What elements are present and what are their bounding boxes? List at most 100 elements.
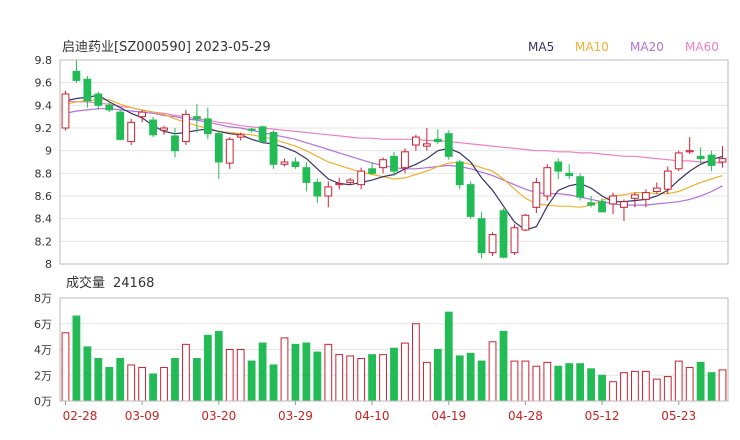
candle-03-27 — [269, 130, 278, 169]
volume-bar-04-20 — [455, 355, 464, 402]
candle-03-13 — [160, 125, 168, 135]
candle-02-28 — [61, 90, 70, 131]
candle-body — [280, 161, 289, 165]
volume-bar-05-18 — [641, 370, 650, 402]
candle-05-24 — [685, 137, 694, 155]
volume-bar-03-20 — [214, 330, 223, 402]
candle-body — [236, 134, 245, 138]
candle-05-15 — [609, 192, 617, 215]
volume-bar-03-13 — [160, 367, 168, 402]
candle-body — [127, 121, 136, 143]
candle-04-26 — [499, 208, 508, 259]
volume-bar-05-09 — [565, 363, 574, 402]
ma60-line — [65, 100, 723, 164]
candle-body — [466, 184, 475, 217]
candle-body — [499, 210, 508, 258]
price-y-axis: 9.8 9.6 9.4 9.2 9 8.8 8.6 8.4 8.2 8 — [35, 54, 53, 271]
volume-bar-05-19 — [652, 378, 661, 402]
candle-03-14 — [171, 128, 179, 158]
price-tick-label: 9.6 — [35, 77, 53, 90]
candle-body — [302, 167, 311, 183]
volume-bar-03-29 — [291, 343, 300, 402]
candle-05-26 — [707, 150, 716, 172]
volume-bar-03-15 — [182, 343, 190, 402]
candle-04-27 — [510, 224, 519, 255]
volume-bar-03-02 — [83, 346, 92, 402]
candle-body — [587, 202, 596, 206]
volume-bar-05-29 — [718, 369, 727, 402]
volume-tick-label: 6万 — [34, 318, 52, 331]
candle-03-17 — [203, 107, 212, 140]
legend-ma20: MA20 — [630, 40, 664, 54]
candle-04-28 — [521, 214, 530, 232]
volume-bar-03-23 — [247, 360, 256, 402]
volume-bar-05-23 — [674, 360, 683, 402]
volume-bar-04-28 — [521, 360, 530, 402]
volume-bar-03-16 — [192, 358, 201, 402]
candle-body — [192, 116, 201, 120]
candle-03-09 — [138, 109, 147, 123]
volume-y-axis: 8万 6万 4万 2万 0万 — [34, 292, 52, 408]
volume-tick-label: 8万 — [34, 292, 52, 305]
candle-05-29 — [718, 146, 727, 168]
candle-03-22 — [236, 132, 245, 141]
candle-03-23 — [247, 128, 256, 133]
candle-03-07 — [116, 109, 125, 141]
volume-bar-05-17 — [631, 370, 639, 402]
candle-body — [707, 154, 716, 166]
candle-body — [433, 138, 442, 143]
candle-05-18 — [641, 189, 650, 208]
volume-bar-04-11 — [379, 354, 387, 402]
legend: MA5 MA10 MA20 MA60 — [528, 40, 719, 54]
volume-bar-05-12 — [598, 374, 606, 402]
candle-body — [269, 132, 278, 165]
volume-bar-04-07 — [357, 358, 366, 402]
x-tick-label: 03-29 — [278, 409, 313, 423]
candle-05-11 — [587, 196, 596, 208]
candle-body — [488, 234, 497, 254]
candle-body — [138, 111, 147, 118]
volume-bar-05-10 — [576, 363, 585, 402]
volume-bar-03-06 — [105, 367, 114, 402]
candle-03-06 — [105, 101, 114, 113]
candle-body — [214, 133, 223, 163]
price-tick-label: 9.4 — [35, 99, 53, 112]
x-tick-label: 05-23 — [661, 409, 696, 423]
volume-bar-04-27 — [510, 360, 519, 402]
volume-title-label: 成交量 — [66, 275, 105, 291]
candle-body — [455, 161, 464, 186]
candle-body — [663, 170, 672, 190]
candle-04-06 — [346, 177, 355, 185]
candle-04-11 — [379, 157, 387, 174]
price-tick-label: 8.4 — [35, 213, 53, 226]
volume-bar-04-19 — [444, 311, 453, 402]
chart-title: 启迪药业[SZ000590] 2023-05-29 — [62, 40, 271, 55]
volume-bar-05-15 — [609, 381, 617, 402]
candle-body — [324, 186, 333, 197]
volume-bar-03-07 — [116, 358, 125, 402]
candle-03-08 — [127, 118, 136, 145]
candle-body — [543, 167, 552, 197]
volume-title-value: 24168 — [113, 276, 154, 291]
volume-bar-03-14 — [171, 358, 179, 402]
candle-body — [368, 168, 376, 174]
volume-bar-02-28 — [61, 332, 70, 402]
price-tick-label: 9 — [45, 145, 52, 158]
price-tick-label: 9.2 — [35, 122, 53, 135]
candle-body — [83, 78, 92, 102]
candle-04-17 — [422, 128, 431, 151]
candle-03-02 — [83, 75, 92, 108]
candle-04-10 — [368, 162, 376, 175]
volume-bar-04-25 — [488, 341, 497, 402]
price-panel-frame — [59, 59, 729, 265]
x-tick-label: 04-10 — [355, 409, 390, 423]
candle-body — [598, 201, 606, 213]
candle-body — [258, 126, 267, 143]
volume-bar-04-17 — [422, 361, 431, 402]
candle-body — [61, 93, 70, 129]
candle-05-05 — [543, 164, 552, 201]
volume-bar-03-10 — [149, 373, 157, 402]
price-tick-label: 8.8 — [35, 167, 53, 180]
volume-bar-05-08 — [554, 365, 563, 402]
candle-05-25 — [696, 147, 705, 165]
